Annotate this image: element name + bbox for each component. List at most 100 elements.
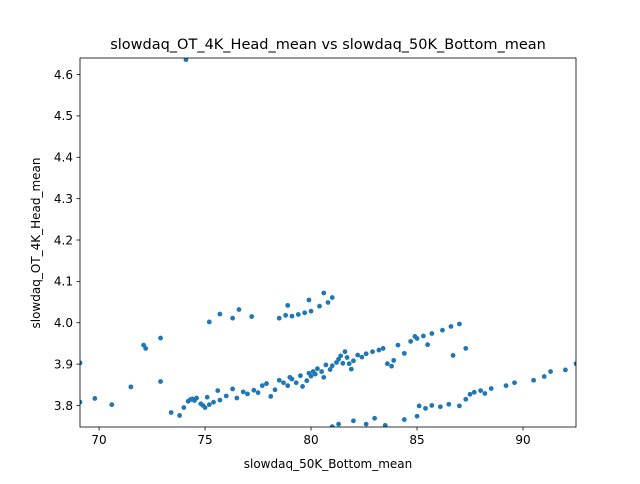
- data-point: [389, 363, 394, 369]
- data-point: [177, 413, 183, 418]
- y-tick-label: 4.2: [54, 233, 73, 247]
- data-point: [234, 395, 240, 401]
- data-point: [382, 422, 388, 427]
- data-point: [478, 388, 484, 393]
- data-point: [304, 378, 310, 384]
- data-point: [289, 313, 295, 319]
- data-point: [370, 349, 375, 355]
- data-points: [80, 58, 576, 427]
- data-point: [217, 311, 223, 317]
- data-point: [448, 324, 454, 329]
- data-point: [259, 383, 265, 389]
- data-point: [230, 315, 236, 321]
- chart-title: slowdaq_OT_4K_Head_mean vs slowdaq_50K_B…: [110, 37, 546, 53]
- data-point: [264, 381, 269, 386]
- y-tick-label: 4.6: [54, 68, 73, 82]
- data-point: [128, 384, 134, 390]
- data-point: [323, 362, 329, 368]
- data-point: [340, 360, 346, 366]
- data-point: [295, 312, 301, 317]
- data-point: [255, 390, 261, 396]
- data-point: [355, 352, 361, 358]
- data-point: [302, 310, 308, 316]
- data-point: [183, 58, 189, 63]
- data-point: [573, 361, 576, 367]
- data-point: [215, 388, 221, 393]
- data-point: [321, 290, 327, 296]
- data-point: [276, 377, 282, 383]
- x-tick-label: 70: [91, 433, 106, 447]
- data-point: [211, 399, 216, 405]
- data-point: [457, 321, 462, 327]
- data-point: [429, 331, 435, 336]
- data-point: [446, 401, 452, 407]
- data-point: [285, 383, 291, 389]
- data-point: [181, 405, 187, 410]
- x-tick-label: 80: [303, 433, 318, 447]
- data-point: [319, 369, 325, 374]
- y-tick-label: 4.3: [54, 192, 73, 206]
- y-axis-label: slowdaq_OT_4K_Head_mean: [29, 157, 43, 328]
- data-point: [312, 371, 318, 377]
- data-point: [563, 367, 568, 373]
- data-point: [308, 373, 314, 379]
- data-point: [423, 405, 428, 411]
- data-point: [401, 350, 407, 356]
- data-point: [342, 349, 348, 355]
- data-point: [109, 402, 115, 408]
- data-point: [317, 303, 322, 309]
- data-point: [272, 387, 278, 393]
- x-tick-label: 90: [515, 433, 530, 447]
- data-point: [321, 374, 327, 380]
- data-point: [512, 380, 517, 386]
- data-point: [202, 405, 208, 410]
- y-tick-label: 3.9: [54, 357, 73, 371]
- data-point: [440, 327, 445, 333]
- data-point: [223, 393, 229, 399]
- data-point: [283, 312, 289, 318]
- data-point: [293, 380, 299, 386]
- data-point: [217, 397, 223, 403]
- x-axis-label: slowdaq_50K_Bottom_mean: [244, 457, 413, 471]
- x-tick-label: 75: [197, 433, 212, 447]
- data-point: [401, 417, 407, 422]
- data-point: [380, 346, 386, 351]
- data-point: [298, 373, 303, 379]
- data-point: [471, 389, 477, 395]
- data-point: [329, 424, 335, 427]
- data-point: [344, 355, 350, 360]
- data-point: [457, 403, 462, 409]
- data-point: [346, 361, 352, 367]
- data-point: [351, 418, 356, 424]
- data-point: [450, 353, 456, 358]
- data-point: [249, 314, 255, 319]
- data-point: [327, 367, 333, 372]
- data-point: [230, 386, 236, 392]
- plot-area: 70 75 80 85 90 3.8 3.9 4.0 4.1 4.2 4.3 4.4 4.5 4.6: [54, 57, 577, 447]
- data-point: [276, 315, 282, 321]
- data-point: [376, 347, 382, 353]
- data-point: [414, 413, 420, 419]
- data-point: [245, 391, 250, 397]
- y-tick-label: 4.1: [54, 275, 73, 289]
- data-point: [236, 307, 242, 312]
- data-point: [363, 351, 369, 357]
- x-tick-label: 85: [409, 433, 424, 447]
- data-point: [143, 346, 149, 351]
- data-point: [503, 383, 509, 389]
- data-point: [463, 346, 469, 351]
- y-tick-label: 3.8: [54, 399, 73, 413]
- data-point: [336, 421, 341, 427]
- data-point: [488, 386, 494, 391]
- axes-frame: [79, 57, 577, 428]
- data-point: [541, 374, 547, 379]
- y-tick-label: 4.0: [54, 316, 73, 330]
- data-point: [391, 358, 397, 363]
- data-point: [206, 402, 212, 408]
- data-point: [315, 366, 320, 372]
- data-point: [251, 387, 257, 393]
- data-point: [92, 396, 98, 401]
- data-point: [425, 342, 431, 348]
- data-point: [325, 300, 331, 305]
